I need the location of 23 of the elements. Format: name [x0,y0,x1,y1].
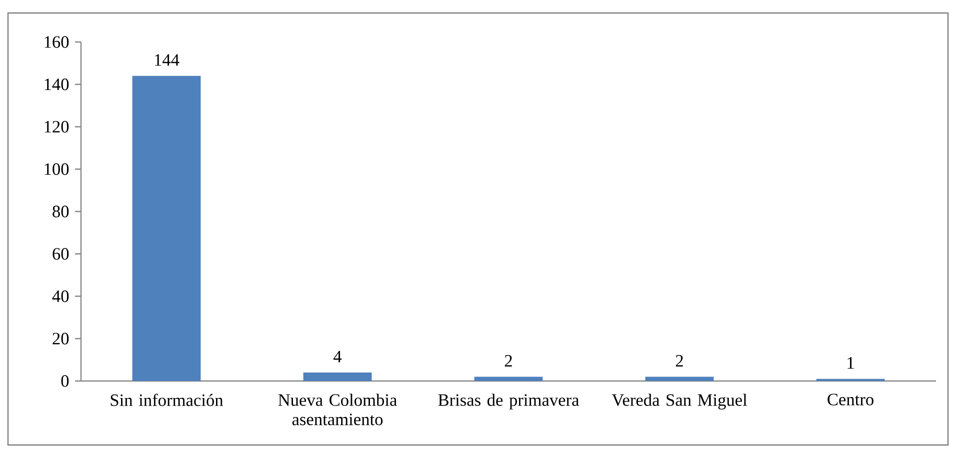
y-tick-label: 60 [52,248,69,260]
x-tick-label: Sin información [110,394,224,406]
data-label: 144 [155,54,180,66]
data-label: 2 [676,355,683,366]
data-label: 4 [334,350,342,362]
data-label: 1 [848,357,854,369]
y-tick-label: 80 [52,206,69,218]
y-tick-label: 100 [44,163,69,175]
data-label: 2 [504,355,512,366]
bar [132,76,201,381]
y-tick-label: 0 [61,375,69,387]
x-tick-label: Brisas de primavera [438,394,580,410]
y-tick-label: 20 [52,332,69,344]
bar [645,376,714,381]
x-tick-label: Vereda San Miguel [612,394,748,410]
y-tick-label: 40 [52,290,69,302]
y-tick-label: 160 [44,36,69,48]
y-tick-label: 140 [44,78,69,90]
y-tick-label: 120 [44,120,69,133]
x-tick-label: Nueva Colombia asentamiento [278,394,397,426]
x-tick-label: Centro [828,394,874,406]
bar [474,376,543,381]
bar [303,372,372,381]
